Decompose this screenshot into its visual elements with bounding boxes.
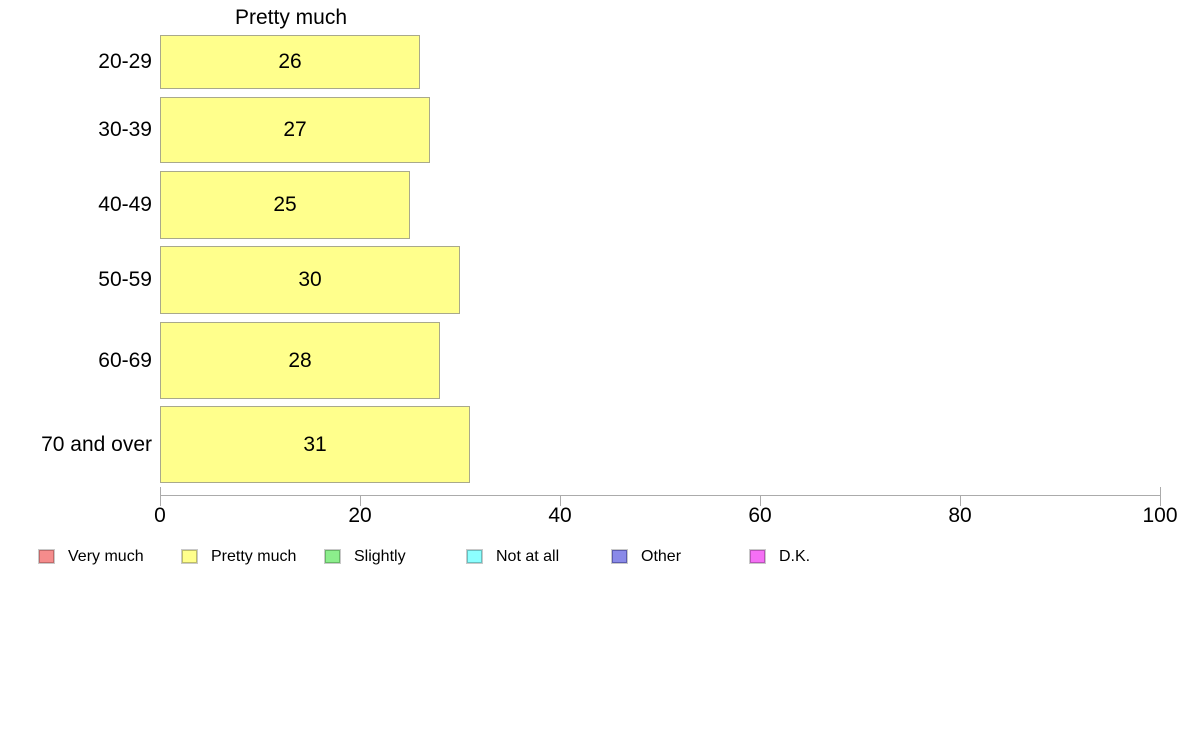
bar: 28	[160, 322, 440, 399]
legend-swatch	[182, 550, 197, 563]
bar-value-label: 25	[273, 193, 297, 216]
legend-item: D.K.	[750, 548, 810, 565]
bar-value-label: 26	[278, 50, 302, 73]
x-axis-line	[160, 495, 1161, 496]
x-axis-tick	[1160, 495, 1161, 506]
x-axis-endcap	[160, 487, 161, 495]
legend-label: Pretty much	[211, 547, 297, 565]
bar-value-label: 31	[303, 433, 327, 456]
bar-value-label: 28	[288, 349, 312, 372]
legend-label: Not at all	[496, 547, 560, 565]
category-label: 20-29	[98, 50, 152, 73]
legend-item: Very much	[39, 548, 144, 565]
x-axis-tick-label: 60	[748, 504, 772, 527]
x-axis-tick-label: 40	[548, 504, 572, 527]
legend-swatch	[612, 550, 627, 563]
category-label: 60-69	[98, 349, 152, 372]
bar: 30	[160, 246, 460, 314]
category-label: 30-39	[98, 118, 152, 141]
legend-item: Pretty much	[182, 548, 296, 565]
legend-item: Other	[612, 548, 681, 565]
legend-label: Slightly	[354, 547, 406, 565]
bar: 27	[160, 97, 430, 163]
chart-title: Pretty much	[234, 6, 348, 29]
bar-value-label: 27	[283, 118, 307, 141]
bar: 26	[160, 35, 420, 89]
x-axis-tick	[560, 495, 561, 506]
legend-swatch	[750, 550, 765, 563]
category-label: 50-59	[98, 268, 152, 291]
x-axis-tick-label: 20	[348, 504, 372, 527]
bar-value-label: 30	[298, 268, 322, 291]
x-axis-endcap	[1160, 487, 1161, 495]
category-label: 70 and over	[41, 433, 152, 456]
legend-label: D.K.	[779, 547, 811, 565]
x-axis-tick	[360, 495, 361, 506]
category-label: 40-49	[98, 193, 152, 216]
x-axis-tick	[760, 495, 761, 506]
legend-label: Other	[641, 547, 682, 565]
x-axis-tick	[960, 495, 961, 506]
x-axis-tick-label: 100	[1142, 504, 1178, 527]
legend-label: Very much	[68, 547, 144, 565]
x-axis-tick-label: 0	[154, 504, 166, 527]
x-axis-tick	[160, 495, 161, 506]
bar: 31	[160, 406, 470, 483]
x-axis-tick-label: 80	[948, 504, 972, 527]
bar: 25	[160, 171, 410, 239]
legend-item: Not at all	[467, 548, 559, 565]
legend-swatch	[325, 550, 340, 563]
legend-swatch	[467, 550, 482, 563]
legend-swatch	[39, 550, 54, 563]
legend-item: Slightly	[325, 548, 406, 565]
